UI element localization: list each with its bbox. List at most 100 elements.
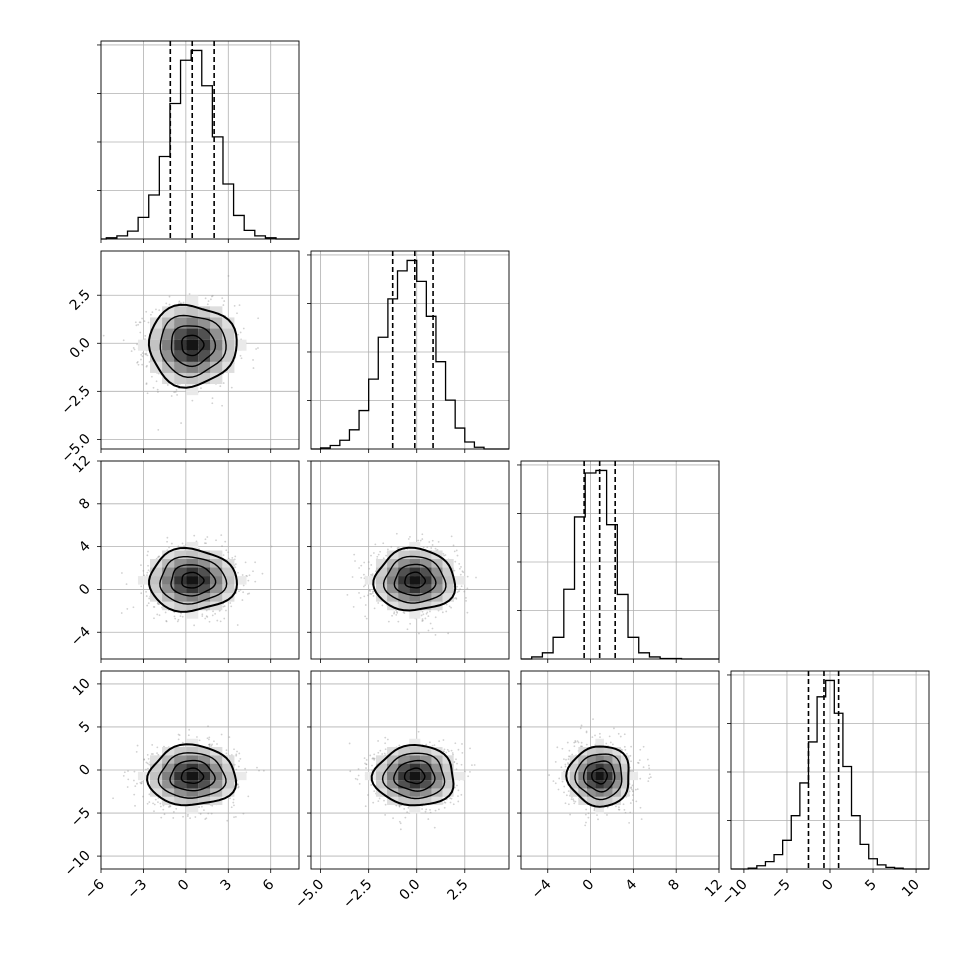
histogram-line	[311, 260, 509, 449]
sample-point	[133, 794, 135, 796]
sample-point	[153, 606, 155, 608]
histogram-panel-0	[97, 41, 299, 239]
sample-point	[438, 541, 440, 543]
sample-point	[271, 546, 273, 548]
sample-point	[373, 595, 375, 597]
sample-point	[381, 605, 383, 607]
sample-point	[205, 542, 207, 544]
sample-point	[180, 615, 182, 617]
sample-point	[225, 549, 227, 551]
sample-point	[370, 564, 372, 566]
sample-point	[442, 611, 444, 613]
sample-point	[421, 538, 423, 540]
sample-point	[121, 572, 123, 574]
sample-point	[374, 607, 376, 609]
sample-point	[442, 553, 444, 555]
density-cell	[409, 585, 420, 594]
sample-point	[244, 768, 246, 770]
sample-point	[151, 744, 153, 746]
sample-point	[236, 751, 238, 753]
panel-border	[311, 251, 509, 449]
sample-point	[153, 617, 155, 619]
sample-point	[126, 583, 128, 585]
histogram-line	[521, 470, 719, 659]
sample-point	[178, 619, 180, 621]
sample-point	[363, 562, 365, 564]
sample-point	[137, 324, 139, 326]
density-cell	[398, 576, 409, 585]
sample-point	[208, 300, 210, 302]
sample-point	[139, 782, 141, 784]
sample-point	[205, 538, 207, 540]
sample-point	[180, 302, 182, 304]
sample-point	[165, 612, 167, 614]
sample-point	[144, 335, 146, 337]
sample-point	[421, 533, 423, 535]
sample-point	[253, 367, 255, 369]
sample-point	[176, 394, 178, 396]
sample-point	[140, 354, 142, 356]
sample-point	[207, 725, 209, 727]
density-layer	[346, 533, 476, 636]
sample-point	[234, 305, 236, 307]
sample-point	[148, 764, 150, 766]
sample-point	[146, 383, 148, 385]
sample-point	[247, 795, 249, 797]
sample-point	[420, 540, 422, 542]
sample-point	[158, 556, 160, 558]
sample-point	[144, 353, 146, 355]
sample-point	[368, 568, 370, 570]
sample-point	[187, 814, 189, 816]
density-cell	[186, 576, 198, 585]
sample-point	[346, 594, 348, 596]
sample-point	[227, 551, 229, 553]
sample-point	[225, 610, 227, 612]
sample-point	[182, 616, 184, 618]
sample-point	[370, 555, 372, 557]
sample-point	[428, 630, 430, 632]
sample-point	[241, 357, 243, 359]
sample-point	[175, 808, 177, 810]
sample-point	[158, 309, 160, 311]
sample-point	[223, 382, 225, 384]
sample-point	[475, 577, 477, 579]
density-cell	[409, 610, 420, 619]
sample-point	[423, 547, 425, 549]
sample-point	[254, 581, 256, 583]
sample-point	[262, 573, 264, 575]
sample-point	[213, 740, 215, 742]
sample-point	[396, 611, 398, 613]
sample-point	[177, 621, 179, 623]
sample-point	[160, 806, 162, 808]
sample-point	[140, 359, 142, 361]
sample-point	[212, 397, 214, 399]
density-cell	[222, 576, 234, 585]
sample-point	[237, 624, 239, 626]
sample-point	[223, 606, 225, 608]
sample-point	[467, 576, 469, 578]
sample-point	[240, 589, 242, 591]
density-cell	[210, 340, 222, 351]
sample-point	[160, 803, 162, 805]
sample-point	[211, 813, 213, 815]
sample-point	[233, 816, 235, 818]
sample-point	[209, 621, 211, 623]
sample-point	[208, 739, 210, 741]
sample-point	[238, 590, 240, 592]
sample-point	[154, 804, 156, 806]
sample-point	[223, 554, 225, 556]
sample-point	[228, 275, 230, 277]
sample-point	[211, 402, 213, 404]
sample-point	[220, 620, 222, 622]
sample-point	[169, 304, 171, 306]
sample-point	[201, 613, 203, 615]
sample-point	[146, 572, 148, 574]
sample-point	[243, 328, 245, 330]
sample-point	[153, 810, 155, 812]
sample-point	[193, 535, 195, 537]
sample-point	[233, 748, 235, 750]
sample-point	[235, 816, 237, 818]
sample-point	[396, 533, 398, 535]
sample-point	[143, 759, 145, 761]
